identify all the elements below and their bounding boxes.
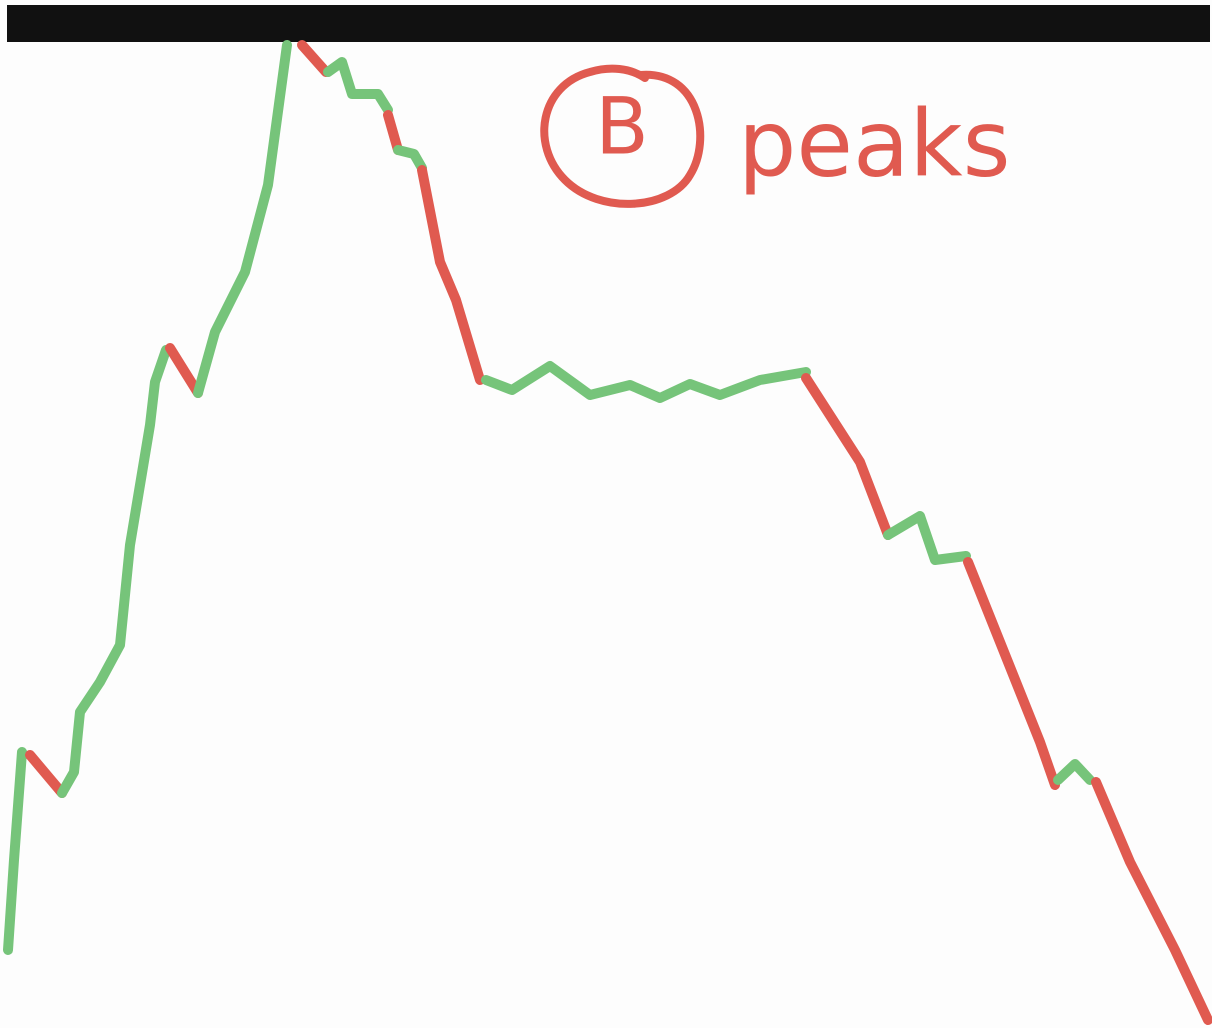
top-bar [7,5,1210,42]
annotation-label: B [595,82,649,172]
annotation-text: peaks [738,90,1011,197]
sketch: B peaks [0,0,1212,1028]
page: B peaks (() => { const data = JSON.parse… [0,0,1212,1028]
